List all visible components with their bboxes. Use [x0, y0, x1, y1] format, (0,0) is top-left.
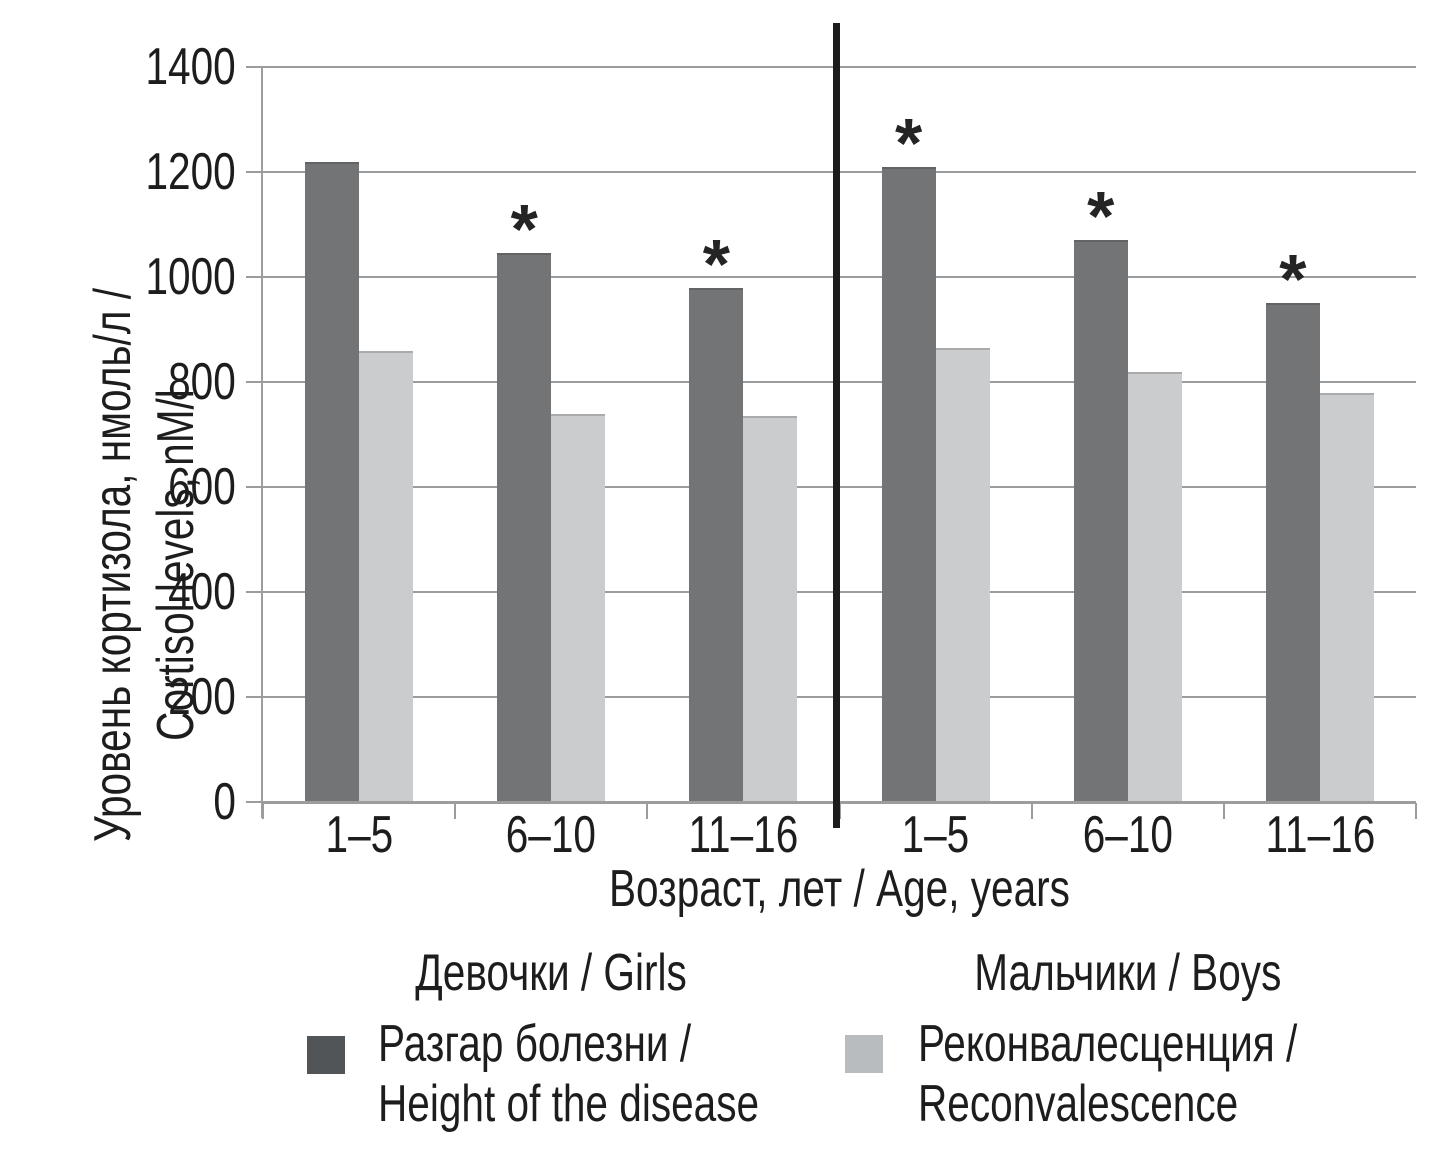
- x-tick-label-text: 1–5: [325, 806, 393, 864]
- significance-marker-1: *: [510, 190, 538, 269]
- section-label-boys: Мальчики / Boys: [973, 944, 1282, 1002]
- y-tick-label-text: 200: [168, 668, 236, 726]
- x-tick-label-5: 11–16: [1200, 804, 1440, 866]
- y-tick-label-1000: 1000: [0, 246, 236, 308]
- bar-height-of-disease-3: [881, 166, 936, 802]
- y-axis-tick-1000: [246, 276, 263, 278]
- y-tick-label-text: 0: [213, 773, 236, 831]
- significance-marker-5: *: [1279, 240, 1307, 319]
- legend-swatch-height-of-disease: [307, 1036, 345, 1074]
- x-axis-tick-4: [1030, 803, 1033, 819]
- bar-height-of-disease-5: [1265, 303, 1320, 802]
- x-tick-label-text: 11–16: [688, 806, 799, 864]
- y-axis-tick-1200: [246, 171, 263, 173]
- y-axis-tick-200: [246, 696, 263, 698]
- section-divider-line: [833, 23, 840, 828]
- section-label-girls: Девочки / Girls: [415, 944, 687, 1002]
- x-axis-tick-0: [262, 803, 264, 819]
- x-axis-tick-5: [1222, 803, 1225, 819]
- y-axis-tick-400: [246, 591, 263, 593]
- x-tick-label-0: 1–5: [239, 804, 479, 866]
- x-tick-label-text: 11–16: [1265, 806, 1375, 864]
- x-axis-tick-6: [1415, 803, 1417, 819]
- x-tick-label-text: 6–10: [506, 806, 597, 864]
- y-tick-label-200: 200: [0, 666, 236, 728]
- y-tick-label-text: 800: [168, 353, 236, 411]
- x-tick-label-1: 6–10: [431, 804, 671, 866]
- y-tick-label-0: 0: [0, 771, 236, 833]
- bar-height-of-disease-1: [497, 253, 552, 802]
- bar-height-of-disease-0: [305, 161, 360, 802]
- x-axis-title: Возраст, лет / Age, years: [263, 858, 1416, 920]
- x-tick-label-text: 6–10: [1082, 806, 1173, 864]
- y-axis-line: [261, 67, 263, 818]
- y-tick-label-text: 400: [168, 563, 236, 621]
- legend-label-reconvalescence: Реконвалесценция / Reconvalescence: [918, 1015, 1298, 1133]
- legend-label-height-of-disease: Разгар болезни / Height of the disease: [378, 1015, 760, 1133]
- legend-swatch-reconvalescence: [845, 1035, 883, 1073]
- y-tick-label-text: 600: [168, 458, 236, 516]
- significance-marker-3: *: [894, 103, 923, 182]
- bar-height-of-disease-2: [689, 287, 744, 802]
- bar-reconvalescence-1: [551, 413, 606, 802]
- y-tick-label-text: 1200: [145, 143, 236, 201]
- y-tick-label-1200: 1200: [0, 141, 236, 203]
- y-tick-label-1400: 1400: [0, 36, 236, 98]
- x-tick-label-3: 1–5: [816, 804, 1056, 866]
- x-axis-tick-2: [646, 803, 649, 819]
- significance-marker-4: *: [1087, 177, 1115, 256]
- x-tick-label-text: 1–5: [901, 806, 970, 864]
- y-tick-label-text: 1400: [145, 38, 236, 96]
- x-tick-label-2: 11–16: [623, 804, 863, 866]
- y-tick-label-400: 400: [0, 561, 236, 623]
- significance-marker-2: *: [702, 224, 731, 303]
- bar-reconvalescence-2: [743, 416, 798, 802]
- x-axis-tick-1: [454, 803, 457, 819]
- y-tick-label-600: 600: [0, 456, 236, 518]
- y-tick-label-text: 1000: [145, 248, 236, 306]
- bar-reconvalescence-3: [935, 347, 990, 802]
- y-tick-label-800: 800: [0, 351, 236, 413]
- y-axis-tick-600: [246, 486, 263, 488]
- y-axis-tick-800: [246, 381, 263, 383]
- x-tick-label-4: 6–10: [1008, 804, 1248, 866]
- bar-height-of-disease-4: [1073, 240, 1128, 802]
- y-axis-tick-0: [246, 801, 263, 803]
- y-axis-tick-1400: [246, 66, 263, 68]
- bar-reconvalescence-5: [1319, 392, 1374, 802]
- bar-reconvalescence-0: [359, 350, 414, 802]
- bar-reconvalescence-4: [1127, 371, 1182, 802]
- x-axis-title-text: Возраст, лет / Age, years: [609, 860, 1070, 918]
